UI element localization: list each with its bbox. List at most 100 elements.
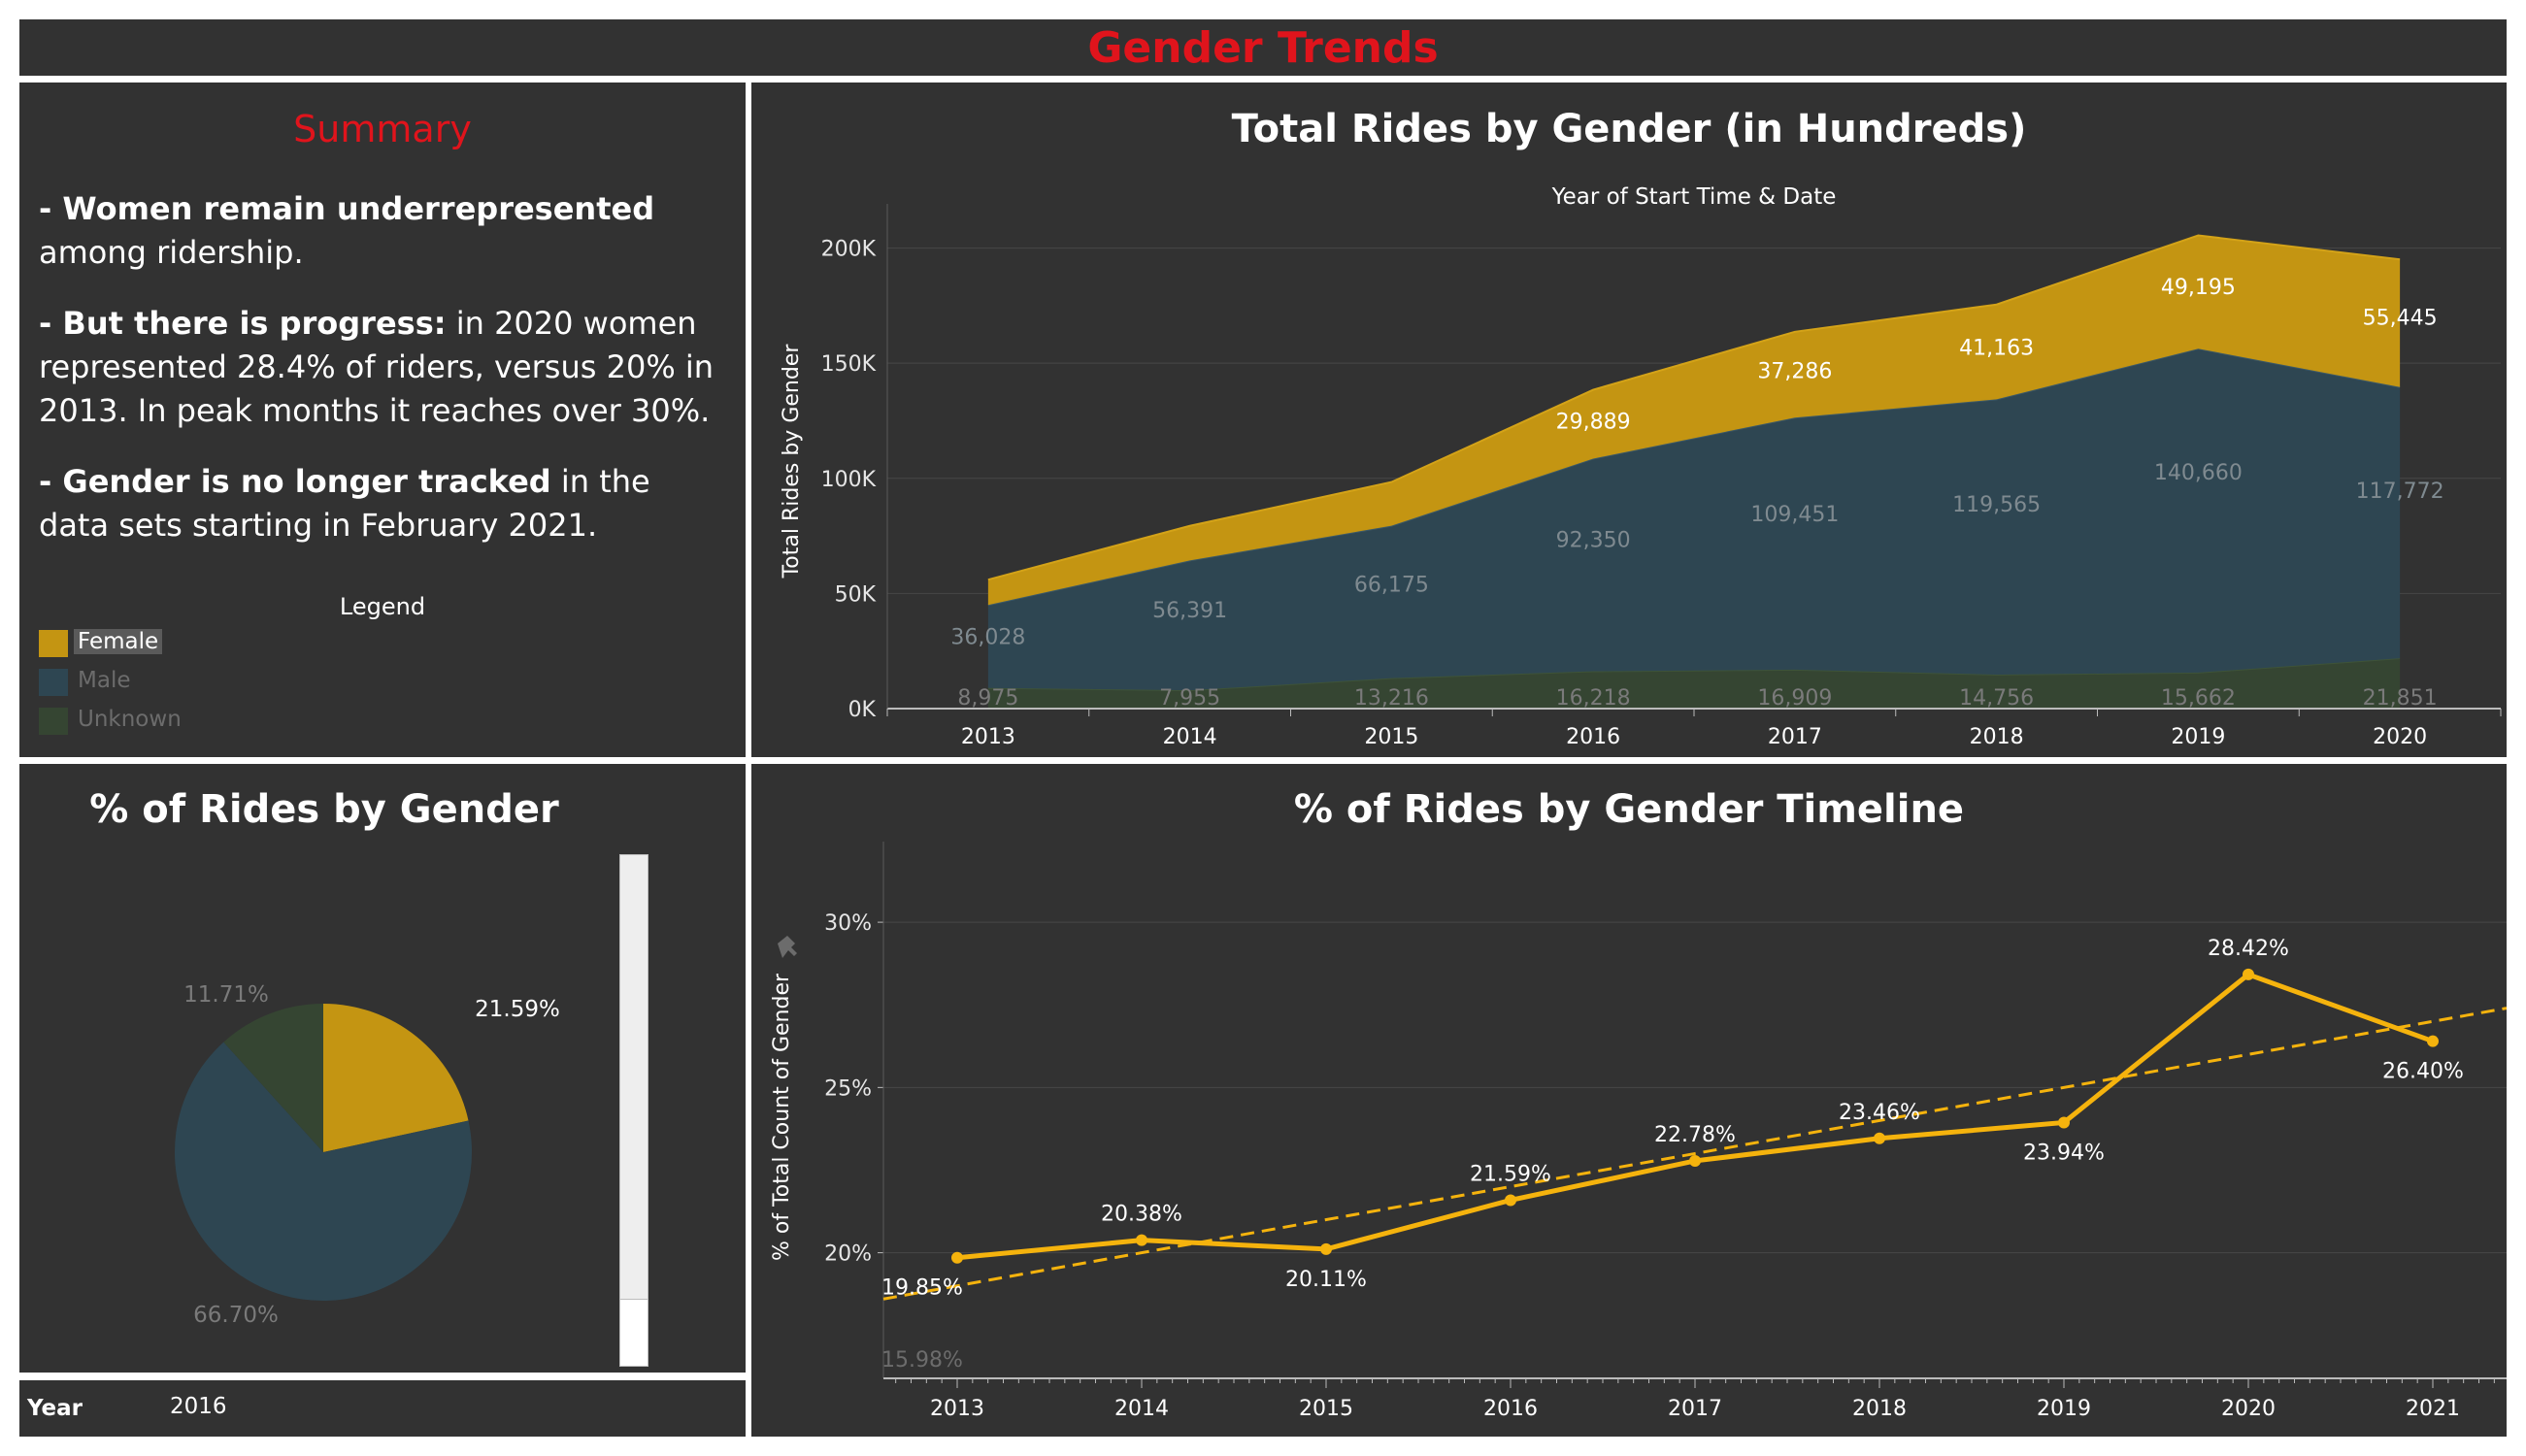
line-data-label: 20.38% — [1101, 1203, 1182, 1227]
area-data-label-male: 117,772 — [2356, 480, 2444, 504]
line-point — [1320, 1242, 1332, 1255]
line-x-tick-label: 2019 — [2037, 1397, 2091, 1421]
pie-chart-title: % of Rides by Gender — [89, 787, 559, 832]
area-band-unknown — [987, 658, 2401, 709]
area-data-label-male: 56,391 — [1152, 599, 1227, 623]
year-filter-panel: Year 2016 — [19, 1380, 746, 1437]
area-y-tick-label: 50K — [835, 582, 877, 607]
area-y-tick-label: 200K — [821, 238, 877, 262]
summary-panel: Summary - Women remain underrepresented … — [19, 83, 746, 757]
summary-point-2: - But there is progress: in 2020 women r… — [39, 302, 718, 433]
legend-label-unknown: Unknown — [78, 707, 182, 732]
area-chart-panel: Total Rides by Gender (in Hundreds) Year… — [751, 83, 2507, 757]
line-x-tick-label: 2018 — [1852, 1397, 1907, 1421]
line-x-tick-label: 2020 — [2221, 1397, 2276, 1421]
pie-slice-male — [175, 1042, 473, 1301]
area-data-label-female: 41,163 — [1959, 337, 2034, 361]
legend-label-male: Male — [78, 668, 131, 693]
line-chart-panel: % of Rides by Gender Timeline 20% 25% 30%%… — [751, 764, 2507, 1437]
line-point — [2243, 968, 2254, 980]
area-chart-subtitle: Year of Start Time & Date — [1551, 184, 1837, 210]
line-x-tick-label: 2016 — [1483, 1397, 1538, 1421]
area-x-tick-label: 2020 — [2373, 725, 2427, 749]
year-filter-label: Year — [27, 1396, 83, 1421]
summary-point-1-bold: - Women remain underrepresented — [39, 190, 655, 227]
line-x-tick-label: 2017 — [1668, 1397, 1722, 1421]
line-data-label: 23.94% — [2023, 1141, 2105, 1165]
line-y-axis-label: % of Total Count of Gender — [770, 973, 794, 1261]
area-data-label-unknown: 16,218 — [1556, 686, 1631, 711]
summary-title: Summary — [293, 108, 472, 150]
area-x-tick-label: 2017 — [1768, 725, 1822, 749]
dashboard-title: Gender Trends — [1087, 23, 1439, 73]
area-y-tick-label: 150K — [821, 352, 877, 377]
line-data-label: 22.78% — [1654, 1123, 1736, 1147]
summary-point-3: - Gender is no longer tracked in the dat… — [39, 460, 718, 547]
area-data-label-male: 92,350 — [1556, 529, 1631, 553]
line-data-label: 26.40% — [2382, 1060, 2464, 1084]
area-data-label-unknown: 21,851 — [2363, 686, 2438, 711]
summary-point-1-text: among ridership. — [39, 234, 304, 271]
pie-label-male: 66.70% — [193, 1303, 279, 1328]
dashboard-title-bar: Gender Trends — [19, 19, 2507, 76]
area-band-female — [987, 235, 2401, 606]
area-data-label-male: 140,660 — [2154, 461, 2243, 485]
area-chart: Year of Start Time & Date 0K 50K 100K 150K 20… — [780, 184, 2502, 749]
year-filter-value[interactable]: 2016 — [170, 1394, 227, 1419]
line-y-tick-label: 25% — [824, 1076, 872, 1101]
pie-chart: 21.59% 66.70% 11.71% — [175, 982, 560, 1328]
area-data-label-unknown: 15,662 — [2161, 686, 2236, 711]
year-slider-track[interactable] — [619, 854, 648, 1367]
area-data-label-unknown: 16,909 — [1757, 686, 1832, 711]
area-x-tick-label: 2016 — [1566, 725, 1620, 749]
pin-icon — [778, 936, 797, 958]
summary-point-3-text: in the data sets starting in February 20… — [39, 463, 650, 544]
trend-line — [882, 1007, 2507, 1301]
line-extra-label: 15.98% — [881, 1348, 963, 1373]
area-band-male — [987, 348, 2401, 691]
line-x-tick-label: 2013 — [930, 1397, 984, 1421]
area-chart-title: Total Rides by Gender (in Hundreds) — [1231, 107, 2027, 151]
pie-label-unknown: 11.71% — [183, 982, 269, 1008]
line-point — [2058, 1116, 2070, 1129]
line-chart-title: % of Rides by Gender Timeline — [1293, 787, 1965, 832]
area-data-label-unknown: 14,756 — [1959, 686, 2034, 711]
area-data-label-female: 29,889 — [1556, 410, 1631, 434]
line-data-label: 19.85% — [881, 1276, 963, 1301]
line-data-label: 20.11% — [1285, 1268, 1367, 1292]
area-data-label-male: 109,451 — [1750, 503, 1839, 527]
area-data-label-male: 119,565 — [1952, 493, 2041, 517]
legend-swatch-male — [39, 669, 68, 696]
area-data-label-female: 49,195 — [2161, 276, 2236, 300]
summary-point-2-bold: - But there is progress: — [39, 305, 447, 342]
line-point — [1136, 1234, 1147, 1246]
area-x-tick-label: 2014 — [1163, 725, 1217, 749]
pie-label-female: 21.59% — [475, 997, 560, 1022]
pie-chart-panel: % of Rides by Gender 21.59% 66.70% 11.71% — [19, 764, 746, 1373]
area-data-label-male: 36,028 — [950, 626, 1025, 650]
area-x-tick-label: 2019 — [2171, 725, 2225, 749]
area-data-label-unknown: 8,975 — [957, 686, 1018, 711]
line-x-tick-label: 2021 — [2406, 1397, 2460, 1421]
area-y-tick-label: 0K — [848, 698, 877, 722]
legend-title: Legend — [339, 593, 426, 620]
area-data-label-unknown: 7,955 — [1159, 686, 1220, 711]
legend-swatch-female — [39, 630, 68, 657]
line-point — [1505, 1194, 1516, 1207]
area-x-tick-label: 2018 — [1970, 725, 2024, 749]
line-data-label: 28.42% — [2208, 937, 2289, 961]
line-point — [1874, 1132, 1885, 1144]
pie-slice-unknown — [223, 1004, 323, 1152]
line-point — [1689, 1154, 1701, 1167]
area-y-tick-label: 100K — [821, 468, 877, 492]
area-x-tick-label: 2013 — [961, 725, 1015, 749]
area-data-label-female: 37,286 — [1757, 360, 1832, 384]
area-edge-female — [987, 234, 2401, 581]
summary-text: - Women remain underrepresented among ri… — [39, 187, 718, 575]
line-x-tick-label: 2015 — [1299, 1397, 1353, 1421]
area-x-tick-label: 2015 — [1364, 725, 1418, 749]
line-chart: 20% 25% 30% % of Total Count of Gender 2013 2… — [770, 842, 2507, 1421]
year-slider-thumb[interactable] — [619, 1299, 648, 1367]
area-data-label-unknown: 13,216 — [1354, 686, 1429, 711]
line-y-tick-label: 30% — [824, 911, 872, 936]
